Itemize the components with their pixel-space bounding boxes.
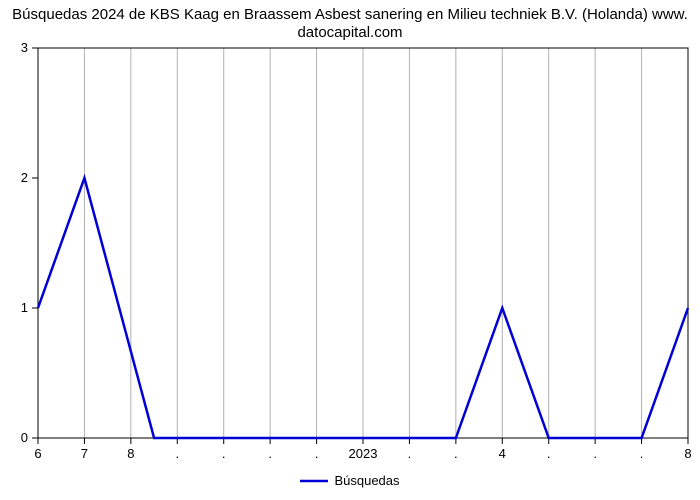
svg-text:4: 4 bbox=[499, 446, 506, 461]
svg-text:0: 0 bbox=[21, 430, 28, 445]
svg-text:.: . bbox=[640, 446, 644, 461]
svg-text:.: . bbox=[315, 446, 319, 461]
legend-label: Búsquedas bbox=[334, 473, 399, 488]
legend-swatch bbox=[300, 476, 328, 486]
svg-text:3: 3 bbox=[21, 40, 28, 55]
chart-title: Búsquedas 2024 de KBS Kaag en Braassem A… bbox=[0, 6, 700, 42]
chart-svg: 0 1 2 3 6 7 8.... 2023.. 4... 8 bbox=[0, 0, 700, 500]
svg-text:.: . bbox=[268, 446, 272, 461]
svg-text:.: . bbox=[454, 446, 458, 461]
title-line-1: Búsquedas 2024 de KBS Kaag en Braassem A… bbox=[12, 6, 688, 23]
svg-text:.: . bbox=[175, 446, 179, 461]
svg-text:6: 6 bbox=[34, 446, 41, 461]
svg-text:.: . bbox=[547, 446, 551, 461]
svg-text:2: 2 bbox=[21, 170, 28, 185]
chart-container: Búsquedas 2024 de KBS Kaag en Braassem A… bbox=[0, 0, 700, 500]
title-line-2: datocapital.com bbox=[297, 24, 402, 41]
svg-text:1: 1 bbox=[21, 300, 28, 315]
svg-text:2023: 2023 bbox=[349, 446, 378, 461]
svg-text:8: 8 bbox=[127, 446, 134, 461]
svg-text:.: . bbox=[222, 446, 226, 461]
svg-text:.: . bbox=[408, 446, 412, 461]
svg-text:8: 8 bbox=[684, 446, 691, 461]
svg-text:7: 7 bbox=[81, 446, 88, 461]
legend: Búsquedas bbox=[0, 472, 700, 488]
svg-text:.: . bbox=[593, 446, 597, 461]
